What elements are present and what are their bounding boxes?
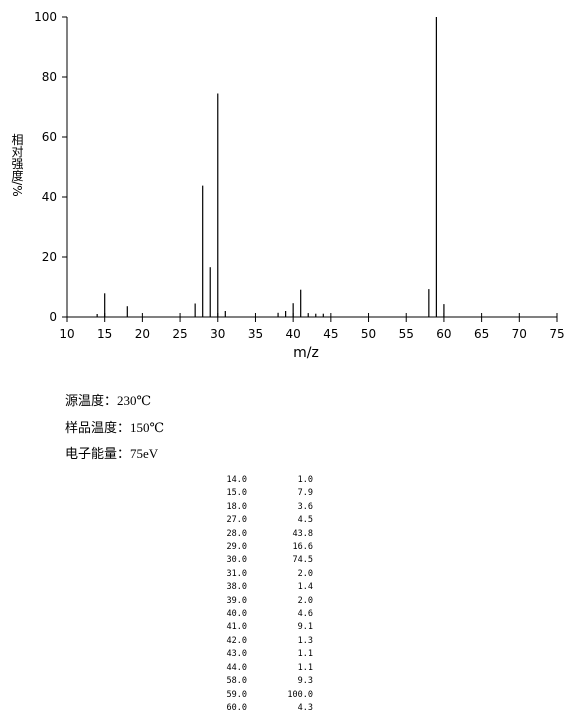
table-row: 14.0 1.0 — [200, 474, 313, 487]
table-cell: 4.6 — [297, 609, 313, 620]
x-axis-label: m/z — [293, 345, 319, 361]
table-cell: 60.0 — [226, 702, 247, 713]
table-cell: 28.0 — [226, 528, 247, 539]
table-cell: 7.9 — [297, 488, 313, 499]
table-cell: 16.6 — [292, 542, 313, 553]
x-tick-label: 30 — [210, 327, 225, 341]
y-tick-label: 80 — [42, 70, 57, 84]
y-tick-label: 100 — [34, 10, 57, 24]
x-tick-label: 50 — [361, 327, 376, 341]
table-cell: 27.0 — [226, 515, 247, 526]
table-row: 59.0 100.0 — [200, 689, 313, 702]
y-axis-label: 相对强度/% — [10, 133, 24, 197]
table-cell: 4.3 — [297, 702, 313, 713]
annotation: 源温度：230℃ — [65, 393, 152, 408]
table-cell: 43.0 — [226, 649, 247, 660]
table-cell: 74.5 — [292, 555, 313, 566]
table-cell: 1.1 — [297, 662, 313, 673]
table-row: 44.0 1.1 — [200, 662, 313, 675]
table-cell: 1.4 — [297, 582, 313, 593]
table-cell: 1.3 — [297, 635, 313, 646]
table-row: 40.0 4.6 — [200, 608, 313, 621]
x-tick-label: 15 — [97, 327, 112, 341]
x-tick-label: 35 — [248, 327, 263, 341]
table-cell: 40.0 — [226, 609, 247, 620]
annotation: 样品温度：150℃ — [65, 420, 165, 435]
table-cell: 2.0 — [297, 568, 313, 579]
table-row: 18.0 3.6 — [200, 501, 313, 514]
peak-table: 14.0 1.0 15.0 7.9 18.0 3.6 27.0 4.5 28.0 43.8 29.0… — [200, 474, 313, 713]
x-tick-label: 40 — [286, 327, 301, 341]
table-row: 43.0 1.1 — [200, 648, 313, 661]
table-row: 31.0 2.0 — [200, 568, 313, 581]
table-cell: 1.0 — [297, 475, 313, 485]
x-tick-label: 55 — [399, 327, 414, 341]
y-tick-label: 60 — [42, 130, 57, 144]
x-tick-label: 75 — [549, 327, 564, 341]
table-row: 41.0 9.1 — [200, 621, 313, 634]
table-cell: 4.5 — [297, 515, 313, 526]
table-cell: 15.0 — [226, 488, 247, 499]
table-cell: 41.0 — [226, 622, 247, 633]
y-tick-label: 40 — [42, 190, 57, 204]
x-tick-label: 20 — [135, 327, 150, 341]
table-cell: 1.1 — [297, 649, 313, 660]
y-tick-label: 20 — [42, 250, 57, 264]
x-tick-label: 60 — [436, 327, 451, 341]
table-row: 60.0 4.3 — [200, 702, 313, 713]
table-cell: 58.0 — [226, 676, 247, 687]
table-row: 38.0 1.4 — [200, 581, 313, 594]
table-row: 27.0 4.5 — [200, 514, 313, 527]
table-cell: 43.8 — [292, 528, 313, 539]
table-cell: 30.0 — [226, 555, 247, 566]
table-cell: 29.0 — [226, 542, 247, 553]
table-row: 28.0 43.8 — [200, 528, 313, 541]
table-cell: 2.0 — [297, 595, 313, 606]
table-row: 29.0 16.6 — [200, 541, 313, 554]
x-tick-label: 70 — [512, 327, 527, 341]
table-cell: 100.0 — [287, 689, 313, 700]
table-cell: 18.0 — [226, 501, 247, 512]
table-row: 58.0 9.3 — [200, 675, 313, 688]
table-cell: 39.0 — [226, 595, 247, 606]
table-row: 30.0 74.5 — [200, 554, 313, 567]
x-tick-label: 25 — [172, 327, 187, 341]
x-tick-label: 65 — [474, 327, 489, 341]
table-cell: 3.6 — [297, 501, 313, 512]
x-tick-label: 45 — [323, 327, 338, 341]
table-cell: 14.0 — [226, 475, 247, 485]
y-tick-label: 0 — [49, 310, 57, 324]
table-cell: 44.0 — [226, 662, 247, 673]
table-row: 42.0 1.3 — [200, 635, 313, 648]
table-cell: 9.3 — [297, 676, 313, 687]
x-tick-label: 10 — [59, 327, 74, 341]
table-cell: 42.0 — [226, 635, 247, 646]
annotation: 电子能量：75eV — [65, 446, 159, 461]
chart: m/z 相对强度/% 0 20 40 60 80 100 10 15 20 25 30 35 40 45 5… — [10, 10, 565, 361]
table-cell: 38.0 — [226, 582, 247, 593]
table-row: 39.0 2.0 — [200, 595, 313, 608]
table-cell: 31.0 — [226, 568, 247, 579]
table-row: 15.0 7.9 — [200, 487, 313, 500]
table-cell: 59.0 — [226, 689, 247, 700]
table-cell: 9.1 — [297, 622, 313, 633]
